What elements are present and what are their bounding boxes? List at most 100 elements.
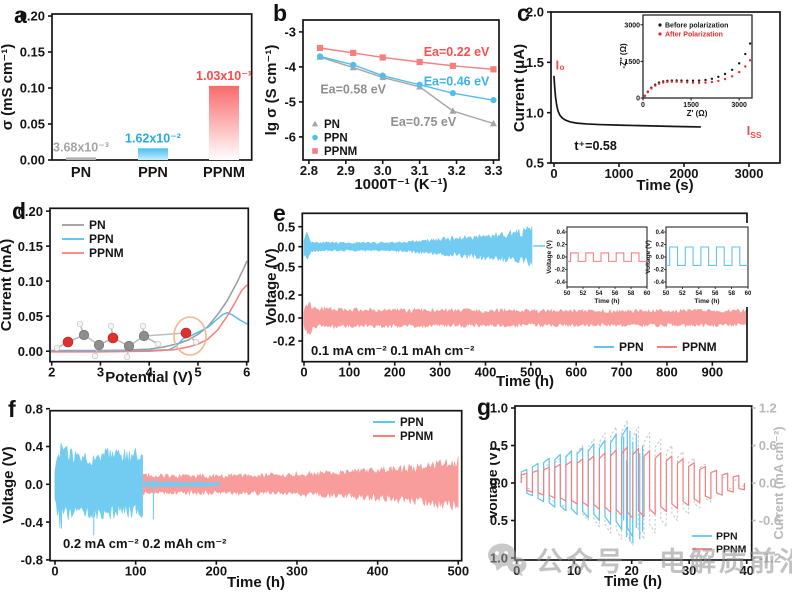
svg-text:60: 60 — [745, 291, 752, 297]
svg-text:1.0: 1.0 — [526, 105, 544, 120]
lsv-plot: 0.00 0.05 0.10 0.15 0.20 2 3 4 5 6 Potential (V) Cu… — [0, 204, 250, 386]
svg-text:0.15: 0.15 — [18, 239, 43, 254]
svg-text:-0.5: -0.5 — [490, 513, 508, 528]
svg-text:1.62x10⁻²: 1.62x10⁻² — [125, 131, 181, 145]
svg-text:PPN: PPN — [400, 417, 424, 429]
svg-text:54: 54 — [596, 291, 603, 297]
svg-text:900: 900 — [701, 365, 723, 380]
svg-text:Potential (V): Potential (V) — [105, 369, 193, 386]
polarization-current-plot: 0.5 1.0 1.5 2.0 0 1000 2000 3000 Time (s) Current… — [514, 5, 781, 194]
panel-g-rate-plot: 1.0 0.5 0.0 -0.5 -1.0 0 10 20 30 40 1.2 0.6 0.0 -0.6 -… — [490, 390, 792, 597]
svg-text:0: 0 — [513, 563, 520, 578]
voltage-profile-inset-PPN: 0.4 0.2 0.0 -0.2 -0.4 50 52 54 56 58 60 Time (h) Vol… — [645, 226, 752, 305]
svg-text:-1.0: -1.0 — [490, 551, 508, 566]
svg-text:0.0: 0.0 — [277, 239, 295, 254]
symmetric-cell-cycling-0p1: 0 100 200 300 400 500 600 700 800 900 0.5 0.0 -0.5 0.… — [264, 212, 752, 390]
svg-text:PPN: PPN — [89, 232, 114, 246]
svg-text:-Z'' (Ω): -Z'' (Ω) — [619, 43, 628, 69]
svg-text:0.0: 0.0 — [656, 255, 665, 261]
svg-text:Before polarization: Before polarization — [665, 23, 728, 30]
svg-text:1500: 1500 — [683, 102, 699, 109]
svg-text:PPNM: PPNM — [89, 246, 124, 260]
svg-text:-0.5: -0.5 — [273, 259, 295, 274]
panel-label-c: c — [517, 0, 530, 26]
svg-text:Ea=0.75 eV: Ea=0.75 eV — [390, 115, 456, 129]
panel-d-lsv-plot: 0.00 0.05 0.10 0.15 0.20 2 3 4 5 6 Potential (V) Cu… — [0, 196, 264, 390]
svg-text:PPNM: PPNM — [400, 431, 433, 443]
svg-text:50: 50 — [663, 291, 670, 297]
svg-text:56: 56 — [612, 291, 619, 297]
svg-text:Voltage (V): Voltage (V) — [645, 240, 652, 273]
svg-text:Voltage (V): Voltage (V) — [0, 446, 17, 523]
svg-text:0.2: 0.2 — [656, 243, 665, 249]
svg-text:Voltage (V): Voltage (V) — [264, 248, 280, 325]
svg-text:0.5: 0.5 — [277, 219, 295, 234]
svg-text:0.00: 0.00 — [20, 153, 45, 168]
svg-text:Current (μA): Current (μA) — [514, 44, 528, 132]
svg-text:0.20: 0.20 — [18, 204, 43, 219]
svg-text:700: 700 — [611, 365, 633, 380]
svg-text:1.0: 1.0 — [490, 401, 508, 416]
svg-text:0.4: 0.4 — [656, 230, 665, 236]
svg-text:0.4: 0.4 — [25, 439, 44, 454]
svg-text:0.6: 0.6 — [759, 438, 777, 453]
svg-text:-0.6: -0.6 — [759, 513, 781, 528]
svg-text:0: 0 — [51, 564, 58, 579]
conductivity-bar-chart: 0.00 0.05 0.10 0.15 0.20 σ (mS cm⁻¹) 3.68x10⁻³… — [0, 9, 253, 181]
svg-text:0.2: 0.2 — [277, 288, 295, 303]
svg-text:I₀: I₀ — [556, 58, 565, 72]
svg-text:Voltage (V): Voltage (V) — [490, 447, 500, 519]
svg-text:0.5: 0.5 — [526, 156, 544, 171]
svg-text:500: 500 — [447, 564, 469, 579]
svg-text:52: 52 — [679, 291, 686, 297]
svg-text:30: 30 — [682, 563, 696, 578]
svg-text:3.3: 3.3 — [484, 163, 502, 178]
svg-text:0.10: 0.10 — [20, 81, 45, 96]
svg-text:100: 100 — [125, 564, 147, 579]
svg-text:0: 0 — [641, 102, 645, 109]
svg-text:0.5: 0.5 — [490, 438, 508, 453]
svg-text:50: 50 — [564, 291, 571, 297]
svg-text:ISS: ISS — [747, 124, 762, 140]
svg-text:10: 10 — [567, 563, 581, 578]
svg-text:58: 58 — [628, 291, 635, 297]
svg-text:0.8: 0.8 — [25, 401, 43, 416]
nyquist-inset: 0 1500 3000 0 1500 3000 Z' (Ω) -Z'' (Ω) Before p… — [619, 14, 753, 118]
svg-text:0.00: 0.00 — [18, 344, 43, 359]
svg-text:60: 60 — [644, 291, 651, 297]
svg-text:-4: -4 — [284, 60, 296, 75]
svg-text:Z' (Ω): Z' (Ω) — [687, 109, 708, 118]
panel-label-b: b — [273, 0, 288, 26]
svg-text:2.9: 2.9 — [337, 163, 355, 178]
svg-text:PN: PN — [71, 165, 91, 181]
svg-text:3000: 3000 — [624, 22, 640, 29]
svg-text:PPNM: PPNM — [203, 165, 245, 181]
svg-text:1.03x10⁻¹: 1.03x10⁻¹ — [196, 69, 252, 83]
svg-text:lg σ (S cm⁻¹): lg σ (S cm⁻¹) — [264, 45, 280, 136]
svg-text:Time (h): Time (h) — [694, 298, 719, 305]
svg-text:40: 40 — [739, 563, 753, 578]
svg-text:1500: 1500 — [624, 59, 640, 66]
svg-text:Ea=0.22 eV: Ea=0.22 eV — [424, 45, 490, 59]
svg-text:Voltage (V): Voltage (V) — [546, 240, 553, 273]
svg-text:1.2: 1.2 — [759, 401, 777, 416]
svg-text:0: 0 — [300, 365, 307, 380]
svg-text:1000T⁻¹ (K⁻¹): 1000T⁻¹ (K⁻¹) — [354, 176, 447, 193]
svg-text:0.1 mA cm⁻² 0.1 mAh cm⁻²: 0.1 mA cm⁻² 0.1 mAh cm⁻² — [311, 343, 475, 358]
svg-text:600: 600 — [565, 365, 587, 380]
svg-text:0.10: 0.10 — [18, 274, 43, 289]
svg-text:100: 100 — [339, 365, 361, 380]
svg-text:Time (h): Time (h) — [496, 373, 554, 390]
svg-text:t⁺=0.58: t⁺=0.58 — [574, 139, 616, 153]
svg-text:Time (h): Time (h) — [227, 574, 285, 591]
svg-text:3.2: 3.2 — [448, 163, 466, 178]
svg-text:200: 200 — [384, 365, 406, 380]
svg-text:0.2: 0.2 — [557, 243, 566, 249]
svg-text:-1.2: -1.2 — [759, 551, 781, 566]
svg-text:PPNM: PPNM — [716, 544, 747, 556]
svg-text:52: 52 — [580, 291, 587, 297]
svg-text:20: 20 — [624, 563, 638, 578]
svg-text:Time (h): Time (h) — [604, 573, 662, 590]
svg-text:0: 0 — [550, 166, 557, 181]
svg-text:0.0: 0.0 — [277, 311, 295, 326]
